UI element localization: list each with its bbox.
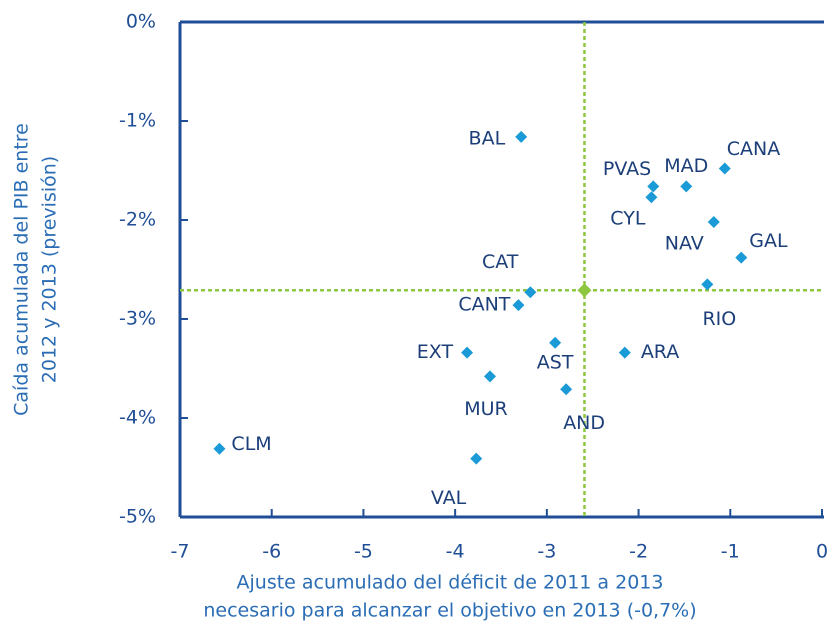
x-tick-label: -6	[262, 541, 281, 563]
x-tick-label: -2	[629, 541, 648, 563]
point	[718, 162, 731, 175]
point	[680, 180, 693, 193]
point-label: CLM	[231, 433, 271, 455]
point-label: EXT	[417, 341, 454, 363]
point-label: MUR	[464, 398, 508, 420]
point	[549, 336, 562, 349]
x-axis-title: necesario para alcanzar el objetivo en 2…	[203, 600, 696, 622]
y-tick-label: -3%	[119, 308, 156, 330]
point	[515, 130, 528, 143]
point-label: GAL	[749, 230, 788, 252]
point	[645, 191, 658, 204]
y-tick-label: -2%	[119, 209, 156, 231]
x-tick-label: -5	[354, 541, 373, 563]
point-label: BAL	[469, 127, 506, 149]
x-tick-label: -7	[171, 541, 190, 563]
y-axis-title: 2012 y 2013 (previsión)	[39, 156, 61, 383]
point	[524, 286, 537, 299]
x-tick-label: -1	[721, 541, 740, 563]
x-tick-label: -4	[446, 541, 465, 563]
point-label: MAD	[664, 155, 708, 177]
point-label: CAT	[482, 251, 519, 273]
mean-point	[577, 283, 592, 298]
point-label: CYL	[610, 208, 646, 230]
point	[618, 346, 631, 359]
point	[512, 299, 525, 312]
y-tick-label: 0%	[126, 11, 156, 33]
x-axis-title: Ajuste acumulado del déficit de 2011 a 2…	[237, 572, 664, 594]
point	[735, 251, 748, 264]
y-tick-label: -5%	[119, 506, 156, 528]
point	[707, 215, 720, 228]
point	[483, 370, 496, 383]
point-label: AST	[537, 351, 574, 373]
point	[470, 452, 483, 465]
x-tick-label: -3	[537, 541, 556, 563]
y-tick-label: -4%	[119, 407, 156, 429]
point-label: NAV	[665, 232, 704, 254]
point	[701, 278, 714, 291]
y-tick-label: -1%	[119, 110, 156, 132]
point	[461, 346, 474, 359]
x-tick-label: 0	[816, 541, 828, 563]
point	[560, 383, 573, 396]
point-label: ARA	[641, 341, 679, 363]
point-label: CANA	[727, 138, 780, 160]
point-label: RIO	[702, 308, 736, 330]
point-label: CANT	[458, 294, 510, 316]
point-label: PVAS	[603, 158, 651, 180]
point-label: AND	[563, 412, 605, 434]
point	[213, 442, 226, 455]
point	[647, 180, 660, 193]
y-axis-title: Caída acumulada del PIB entre	[11, 123, 33, 416]
point-label: VAL	[431, 487, 467, 509]
